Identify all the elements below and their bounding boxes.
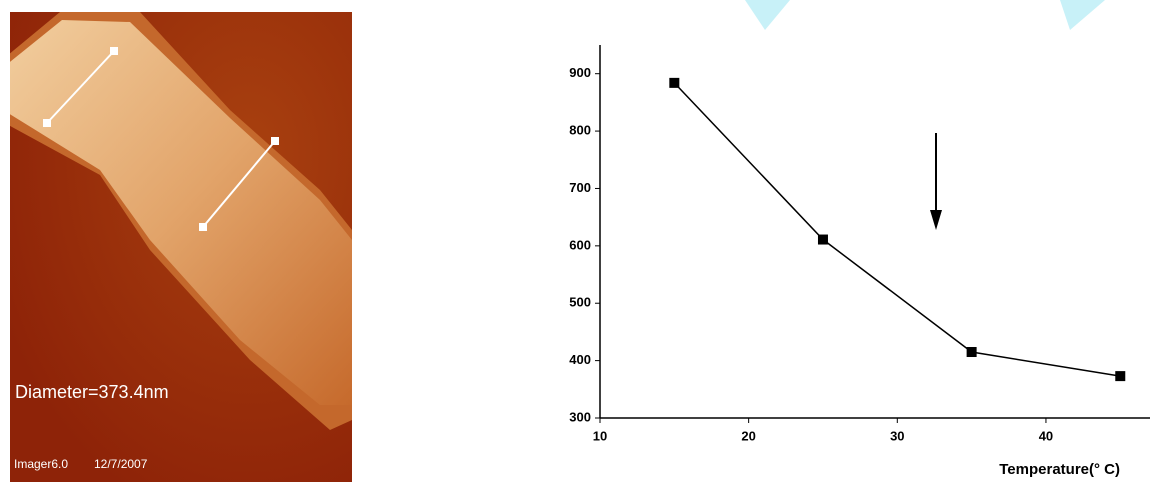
chart: 300 400 500 600 700 800 900 10 20 30 40: [569, 45, 1150, 443]
y-tick-label: 300: [569, 409, 591, 424]
series-line: [674, 83, 1120, 376]
y-tick-label: 500: [569, 295, 591, 310]
image-date: 12/7/2007: [94, 457, 148, 471]
y-tick-label: 600: [569, 237, 591, 252]
y-tick-label: 400: [569, 352, 591, 367]
x-tick-label: 20: [741, 428, 755, 443]
y-tick-label: 700: [569, 180, 591, 195]
afm-image: Diameter=373.4nm Imager6.0 12/7/2007: [0, 12, 473, 482]
x-axis-title: Temperature(° C): [999, 461, 1120, 478]
watermark: [745, 0, 790, 30]
page: Diameter=373.4nm Imager6.0 12/7/2007 300…: [0, 0, 1155, 483]
data-point: [967, 347, 977, 357]
figure: Diameter=373.4nm Imager6.0 12/7/2007 300…: [0, 0, 1155, 483]
image-caption: Diameter=373.4nm: [15, 382, 169, 402]
data-point: [1115, 371, 1125, 381]
image-software: Imager6.0: [14, 457, 68, 471]
watermark: [1060, 0, 1105, 30]
x-tick-label: 40: [1039, 428, 1053, 443]
x-tick-label: 30: [890, 428, 904, 443]
data-point: [669, 78, 679, 88]
x-tick-label: 10: [593, 428, 607, 443]
y-tick-label: 900: [569, 65, 591, 80]
data-point: [818, 235, 828, 245]
arrow-head: [930, 210, 942, 230]
y-tick-label: 800: [569, 123, 591, 138]
